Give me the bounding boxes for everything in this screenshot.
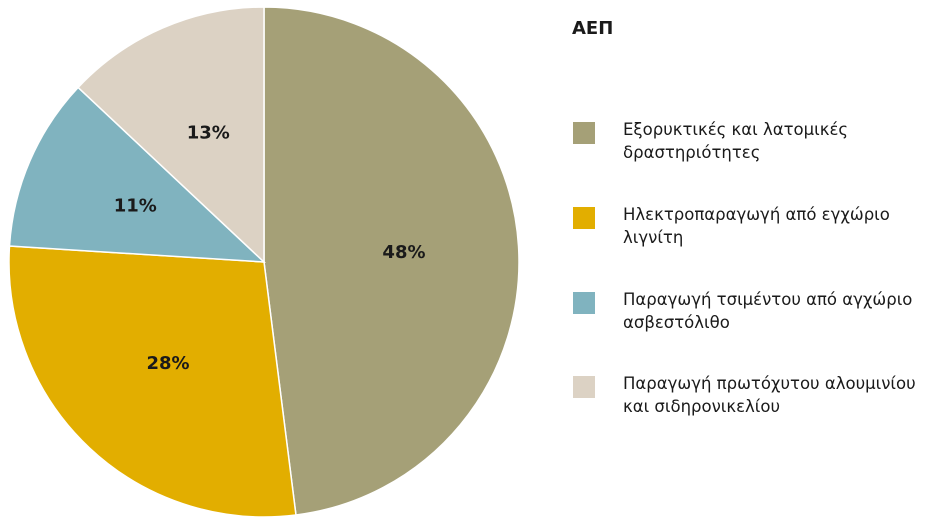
data-label: 48% <box>382 242 425 263</box>
legend-label: Παραγωγή τσιμέντου από αγχώριο ασβεστόλι… <box>623 290 913 332</box>
legend-item: Παραγωγή τσιμέντου από αγχώριο ασβεστόλι… <box>573 288 933 334</box>
legend-swatch <box>573 207 595 229</box>
legend-swatch <box>573 122 595 144</box>
legend-item: Παραγωγή πρωτόχυτου αλουμινίου και σιδηρ… <box>573 372 933 418</box>
pie-slice <box>77 6 265 264</box>
pie-slice <box>8 86 267 263</box>
legend-label: Ηλεκτροπαραγωγή από εγχώριο λιγνίτη <box>623 205 890 247</box>
legend-item: Εξορυκτικές και λατομικές δραστηριότητες <box>573 118 933 164</box>
pie-slice <box>8 245 297 518</box>
data-label: 13% <box>187 122 230 143</box>
pie-slice <box>263 6 520 516</box>
legend-label: Εξορυκτικές και λατομικές δραστηριότητες <box>623 120 849 162</box>
legend-title: ΑΕΠ <box>572 18 614 39</box>
legend-item: Ηλεκτροπαραγωγή από εγχώριο λιγνίτη <box>573 203 933 249</box>
data-label: 11% <box>114 195 157 216</box>
legend-swatch <box>573 376 595 398</box>
legend-label: Παραγωγή πρωτόχυτου αλουμινίου και σιδηρ… <box>623 374 916 416</box>
data-label: 28% <box>146 353 189 374</box>
legend-swatch <box>573 292 595 314</box>
